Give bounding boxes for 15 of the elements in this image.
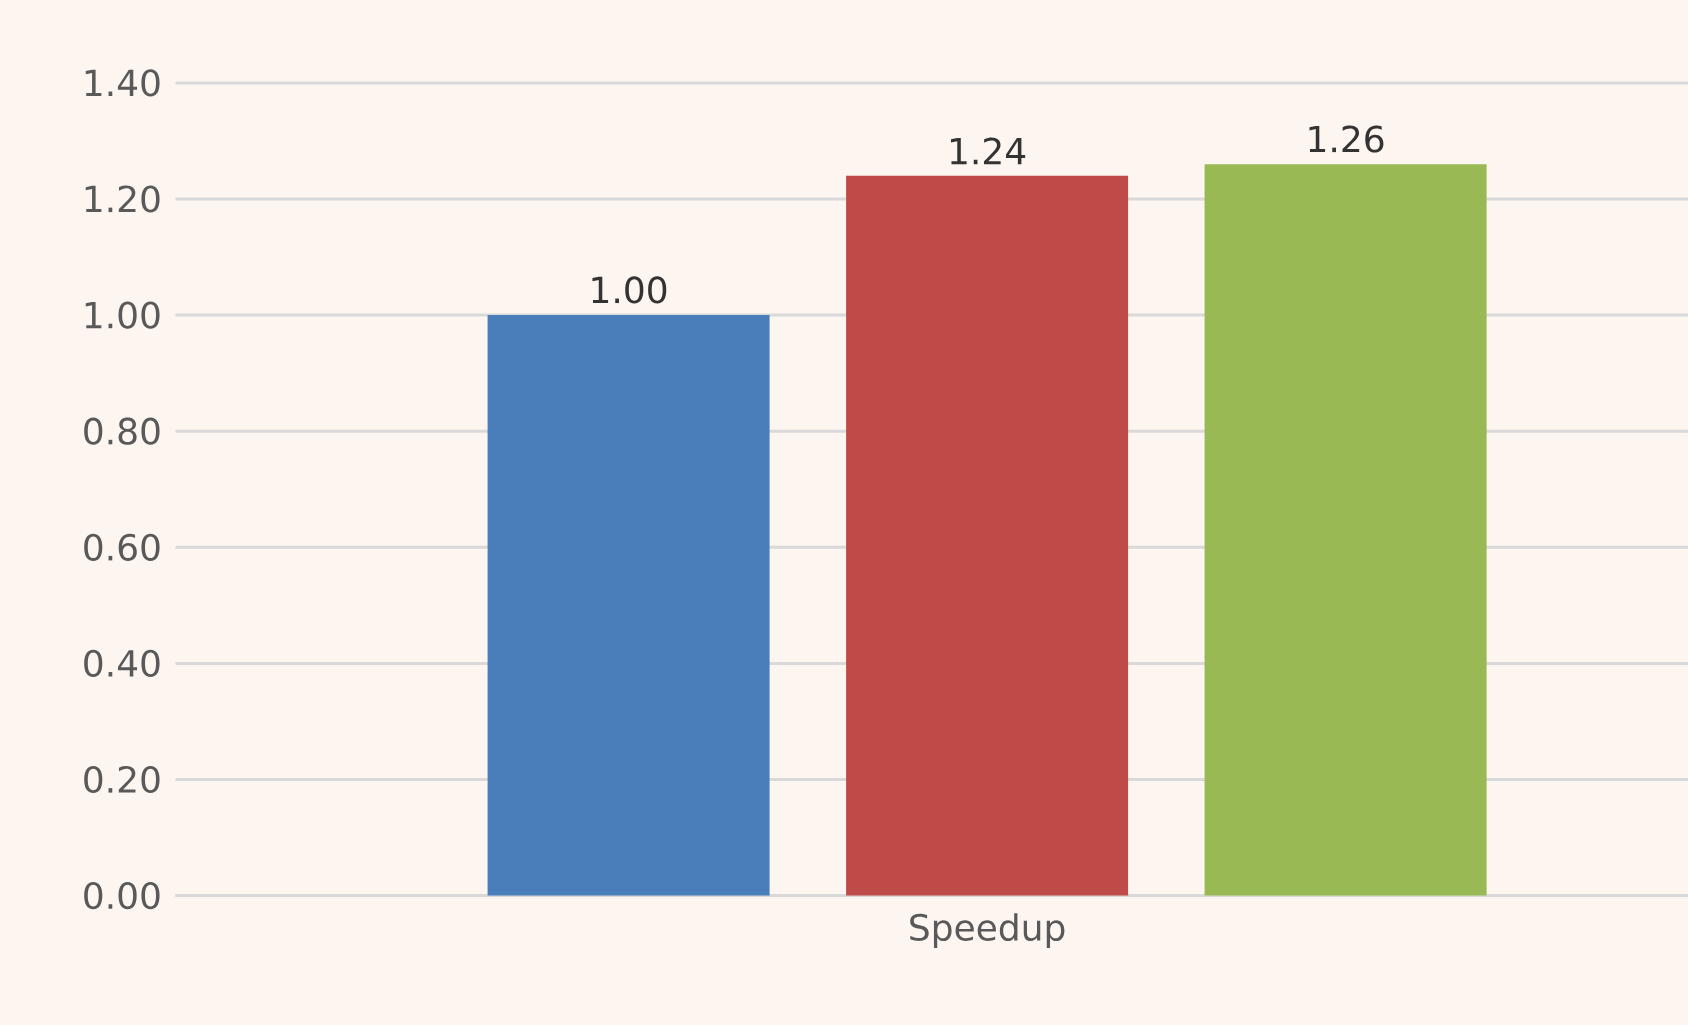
y-tick-label: 0.20 xyxy=(84,765,160,794)
y-tick-label: 1.40 xyxy=(85,69,160,97)
y-tick-label: 1.00 xyxy=(85,301,160,329)
bar xyxy=(487,315,770,896)
bar xyxy=(1204,164,1487,896)
y-tick-label: 0.60 xyxy=(84,533,160,561)
y-tick-label: 0.80 xyxy=(84,417,160,445)
y-tick-label: 0.40 xyxy=(84,649,160,677)
x-tick-label: Speedup xyxy=(910,913,1065,948)
bar xyxy=(846,175,1129,896)
data-label: 1.26 xyxy=(1309,125,1384,153)
data-label: 1.00 xyxy=(592,276,667,304)
y-tick-label: 0.00 xyxy=(84,881,160,910)
y-tick-label: 1.20 xyxy=(85,185,160,213)
data-label: 1.24 xyxy=(950,137,1026,165)
